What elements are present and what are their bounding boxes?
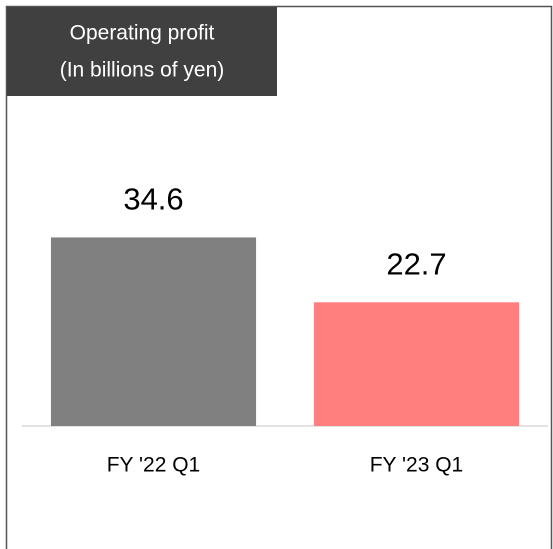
title-box: [7, 7, 277, 96]
value-label: 34.6: [123, 182, 183, 217]
chart-title: Operating profit: [70, 22, 215, 45]
chart-subtitle: (In billions of yen): [60, 59, 225, 82]
x-tick-label: FY '22 Q1: [107, 454, 201, 477]
bar: [313, 302, 520, 426]
bar: [50, 237, 257, 426]
x-tick-label: FY '23 Q1: [370, 454, 464, 477]
value-label: 22.7: [386, 246, 446, 281]
